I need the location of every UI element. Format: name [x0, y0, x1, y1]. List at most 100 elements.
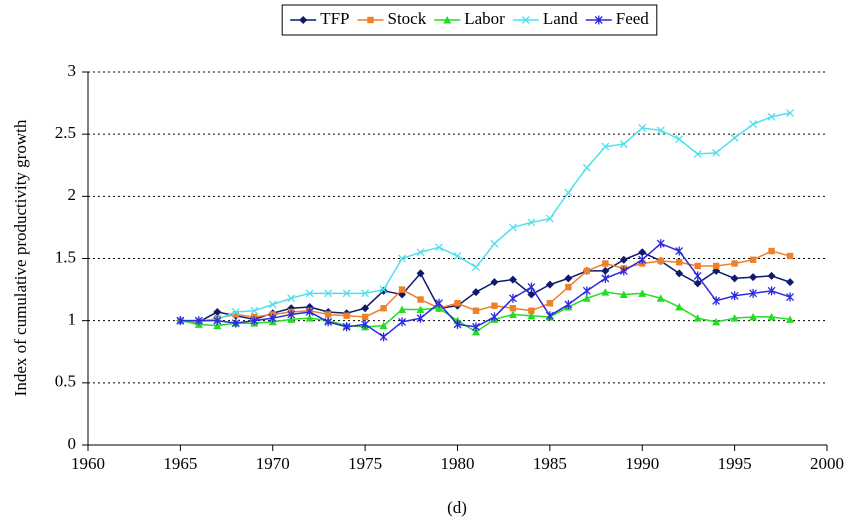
marker [749, 288, 758, 298]
marker [250, 316, 259, 326]
marker [545, 214, 554, 223]
series-line [180, 251, 791, 323]
marker [472, 307, 480, 314]
marker [731, 260, 738, 267]
marker [472, 322, 480, 332]
marker [453, 319, 462, 329]
marker [638, 255, 647, 265]
marker [491, 302, 498, 309]
x-tick-label: 1980 [441, 454, 475, 473]
marker [601, 273, 610, 283]
marker [545, 280, 554, 289]
marker [693, 150, 702, 159]
marker [564, 188, 573, 197]
marker [490, 239, 499, 248]
legend: TFP Stock Labor Land Feed [281, 4, 658, 36]
marker [675, 302, 684, 311]
marker [508, 223, 517, 232]
marker [398, 254, 407, 263]
marker [582, 163, 591, 172]
marker [656, 294, 665, 302]
marker [508, 293, 517, 303]
marker [305, 289, 314, 298]
series-line [180, 242, 791, 338]
marker [786, 252, 794, 260]
marker [324, 311, 332, 318]
marker [194, 316, 203, 326]
marker [601, 288, 610, 296]
marker [250, 306, 259, 315]
marker [749, 256, 757, 263]
marker [583, 267, 591, 275]
marker [786, 109, 795, 117]
marker [398, 317, 407, 327]
series-line [180, 291, 791, 333]
marker [472, 263, 480, 272]
y-tick-label: 2.5 [55, 123, 76, 142]
marker [416, 248, 425, 257]
marker [656, 126, 665, 135]
marker [601, 266, 610, 275]
y-tick-label: 0.5 [55, 372, 76, 391]
x-tick-label: 2000 [810, 454, 844, 473]
marker [232, 311, 239, 318]
marker [299, 16, 308, 24]
marker [564, 300, 573, 310]
marker [287, 309, 296, 319]
marker [508, 275, 517, 284]
marker [509, 305, 517, 312]
marker [527, 282, 536, 292]
x-tick-label: 1960 [71, 454, 105, 473]
marker [379, 332, 388, 342]
series-line [180, 112, 791, 322]
marker [490, 312, 499, 322]
marker [693, 271, 702, 281]
marker [527, 311, 536, 320]
marker [471, 288, 480, 297]
marker [435, 298, 443, 308]
series [176, 109, 795, 325]
marker [287, 315, 296, 323]
marker [213, 316, 222, 326]
legend-label: TFP [320, 9, 349, 28]
marker [619, 140, 628, 149]
marker [379, 286, 388, 295]
marker [712, 296, 721, 306]
marker [767, 112, 776, 121]
marker [767, 286, 776, 296]
marker [675, 246, 684, 256]
y-tick-label: 0 [68, 434, 77, 453]
y-tick-label: 1 [68, 310, 77, 329]
marker [342, 322, 351, 332]
marker [527, 290, 536, 299]
x-tick-label: 1990 [625, 454, 659, 473]
marker [231, 308, 240, 316]
marker [361, 313, 369, 321]
marker [508, 310, 517, 318]
marker [176, 316, 185, 326]
marker [786, 315, 795, 323]
marker [417, 296, 424, 303]
legend-item: Land [512, 9, 578, 28]
legend-label: Land [543, 9, 578, 28]
marker [398, 286, 406, 293]
marker [712, 148, 721, 157]
marker [213, 307, 222, 316]
marker [619, 290, 628, 299]
marker [712, 262, 720, 270]
legend-item: Labor [434, 9, 505, 28]
legend-item: Feed [585, 9, 649, 28]
marker [453, 252, 462, 260]
x-tick-label: 1995 [718, 454, 752, 473]
marker [380, 305, 387, 312]
marker [490, 278, 499, 287]
marker [676, 259, 683, 266]
marker [324, 317, 333, 327]
x-tick-label: 1975 [348, 454, 382, 473]
marker [361, 319, 370, 329]
marker [342, 289, 351, 298]
marker [379, 321, 388, 330]
marker [602, 260, 609, 267]
marker [712, 317, 721, 326]
